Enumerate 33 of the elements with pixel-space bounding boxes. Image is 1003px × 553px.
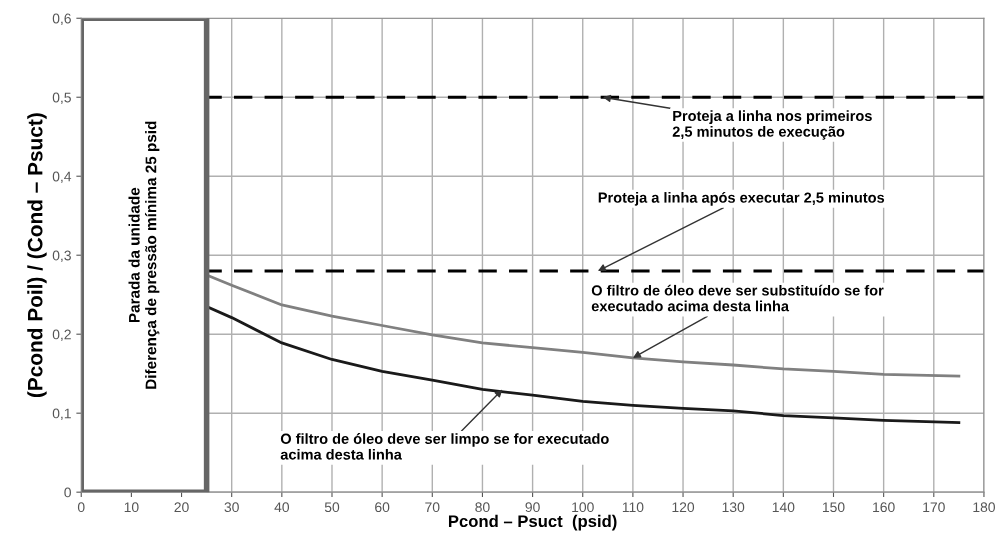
annotation: Proteja a linha nos primeiros 2,5 minutos de execução [672, 110, 872, 140]
x-tick-label: 100 [572, 502, 594, 513]
x-tick-label: 170 [923, 502, 945, 513]
x-tick-label: 130 [722, 502, 745, 513]
annotation: O filtro de óleo deve ser limpo se for executado acima desta linha [280, 433, 609, 460]
x-tick-label: 150 [822, 502, 845, 513]
annotation: O filtro de óleo deve ser substituído se for executado acima desta linha [591, 284, 884, 312]
x-tick-label: 10 [124, 502, 139, 513]
y-tick-label: 0,1 [52, 408, 71, 420]
x-tick-label: 160 [873, 502, 895, 513]
y-tick-label: 0,6 [52, 13, 71, 26]
y-tick-label: 0,2 [52, 329, 71, 342]
x-tick-label: 0 [77, 502, 85, 513]
x-tick-label: 110 [622, 502, 644, 513]
x-tick-label: 90 [525, 502, 540, 513]
x-tick-label: 30 [224, 502, 239, 513]
y-tick-label: 0,4 [52, 171, 72, 184]
x-tick-label: 180 [973, 502, 995, 513]
band-label: Parada da unidade Diferença de pressão mínima 25 psid [128, 121, 160, 389]
x-tick-label: 120 [672, 502, 695, 513]
x-tick-label: 140 [772, 502, 795, 513]
x-tick-label: 40 [274, 502, 290, 513]
x-tick-label: 60 [375, 502, 390, 513]
x-tick-label: 80 [475, 502, 490, 513]
y-tick-label: 0,3 [52, 250, 71, 263]
y-tick-label: 0,5 [52, 92, 71, 105]
y-tick-label: 0 [64, 487, 71, 498]
annotation: Proteja a linha após executar 2,5 minutos [598, 191, 885, 206]
y-axis-title: (Pcond Poil) / (Cond – Psuct) [27, 113, 47, 398]
x-tick-label: 50 [324, 502, 340, 513]
x-tick-label: 70 [425, 502, 440, 513]
x-axis-title: Pcond – Psuct (psid) [448, 514, 617, 531]
x-tick-label: 20 [174, 502, 189, 513]
